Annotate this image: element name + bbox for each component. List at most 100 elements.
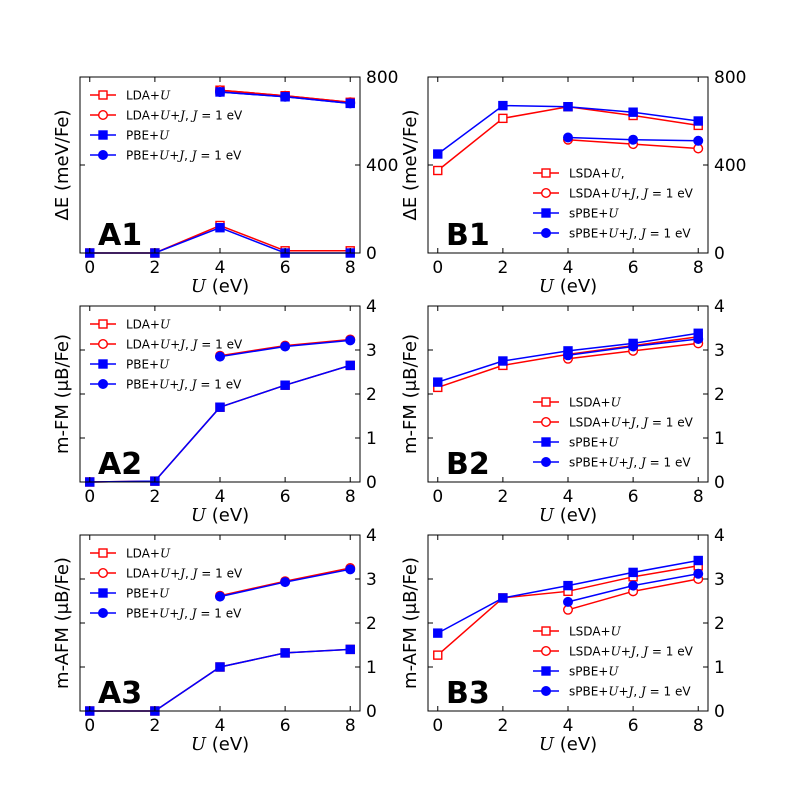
legend-label: PBE+U+J, J = 1 eV: [126, 149, 242, 163]
legend-label: PBE+U: [126, 358, 170, 372]
data-point-a2-s3-a-0: [214, 351, 225, 362]
x-tick-label: 4: [215, 258, 226, 278]
y-tick-label: 400: [366, 156, 398, 176]
y-axis-label: m-AFM (μB/Fe): [52, 557, 73, 689]
legend-item: LDA+U+J, J = 1 eV: [90, 338, 243, 352]
legend-marker: [541, 168, 551, 178]
legend-item: sPBE+U+J, J = 1 eV: [533, 227, 691, 241]
legend-label: LDA+U: [126, 89, 171, 103]
series-line-b1-2-a: [437, 104, 699, 155]
y-tick-label: 2: [366, 385, 377, 405]
legend-marker: [98, 548, 108, 558]
x-tick-label: 8: [345, 487, 356, 507]
data-point-b3-s3-a-2: [693, 568, 704, 579]
y-tick-label: 2: [714, 385, 725, 405]
legend-marker: [98, 130, 108, 140]
series-a2-3: [214, 335, 356, 362]
x-tick-label: 0: [432, 487, 443, 507]
legend: LSDA+U LSDA+U+J, J = 1 eV sPBE+U sPBE+U+J, …: [533, 396, 694, 470]
legend: LSDA+U, LSDA+U+J, J = 1 eV sPBE+U sPBE+U+J,…: [533, 167, 694, 241]
data-point-a2-s2-a-4: [345, 360, 355, 371]
y-tick-label: 4: [714, 297, 725, 317]
legend-label: LSDA+U: [569, 625, 622, 639]
legend-label: sPBE+U+J, J = 1 eV: [569, 227, 691, 241]
legend-label: LDA+U+J, J = 1 eV: [126, 109, 243, 123]
data-point-a3-s2-a-4: [345, 644, 355, 655]
legend-marker: [97, 608, 108, 619]
legend-item: LSDA+U,: [533, 167, 625, 181]
legend-marker: [541, 686, 552, 697]
x-axis-label: U (eV): [539, 276, 597, 297]
data-point-a3-s3-a-0: [214, 591, 225, 602]
y-axis-label: m-FM (μB/Fe): [52, 334, 73, 454]
legend-marker: [97, 109, 108, 120]
x-tick-label: 6: [628, 487, 639, 507]
series-b2-3: [563, 334, 704, 361]
legend-label: LDA+U+J, J = 1 eV: [126, 567, 243, 581]
x-axis-label: U (eV): [191, 276, 249, 297]
x-tick-label: 0: [84, 258, 95, 278]
y-tick-label: 0: [714, 244, 725, 264]
y-tick-label: 0: [714, 473, 725, 493]
y-tick-label: 1: [714, 429, 725, 449]
data-point-a3-s3-a-2: [345, 564, 356, 575]
data-point-b1-s0-a-0: [433, 165, 443, 176]
x-tick-label: 8: [693, 716, 704, 736]
panel-label: B3: [446, 676, 490, 711]
data-point-b1-s2-a-2: [563, 101, 573, 112]
x-tick-label: 6: [280, 487, 291, 507]
data-point-a1-s3-a-0: [214, 86, 225, 97]
data-point-a3-s3-a-1: [280, 577, 291, 588]
x-axis-label: U (eV): [191, 505, 249, 526]
x-tick-label: 6: [280, 716, 291, 736]
legend-marker: [541, 187, 552, 198]
legend-label: sPBE+U+J, J = 1 eV: [569, 685, 691, 699]
legend-label: sPBE+U: [569, 665, 619, 679]
legend-item: sPBE+U+J, J = 1 eV: [533, 456, 691, 470]
data-point-b2-s3-a-2: [693, 334, 704, 345]
legend-marker: [98, 319, 108, 329]
legend-item: PBE+U+J, J = 1 eV: [90, 149, 242, 163]
legend-label: PBE+U: [126, 129, 170, 143]
y-tick-label: 0: [366, 473, 377, 493]
legend-label: LDA+U+J, J = 1 eV: [126, 338, 243, 352]
data-point-b1-s2-a-0: [433, 149, 443, 159]
legend: LDA+U LDA+U+J, J = 1 eV PBE+U PBE+U+J, J = …: [90, 318, 243, 392]
data-point-a3-s2-a-2: [215, 662, 225, 672]
y-tick-label: 0: [366, 702, 377, 722]
data-point-a1-s2-a-2: [215, 222, 225, 233]
legend-marker: [541, 666, 551, 676]
y-tick-label: 2: [366, 614, 377, 634]
data-point-a3-s2-a-3: [280, 648, 290, 658]
legend-marker: [97, 379, 108, 390]
legend-marker: [541, 437, 551, 447]
x-tick-label: 6: [628, 258, 639, 278]
data-point-a1-s3-a-1: [280, 91, 291, 102]
legend-item: PBE+U: [90, 129, 170, 143]
legend-label: LSDA+U+J, J = 1 eV: [569, 187, 694, 201]
legend-item: LSDA+U+J, J = 1 eV: [533, 187, 694, 201]
data-point-b3-s2-a-4: [693, 555, 703, 566]
series-b3-3: [563, 568, 704, 607]
x-tick-label: 4: [563, 258, 574, 278]
x-axis-label: U (eV): [539, 734, 597, 755]
y-tick-label: 3: [366, 570, 377, 590]
legend-item: LSDA+U+J, J = 1 eV: [533, 645, 694, 659]
legend-label: LSDA+U,: [569, 167, 625, 181]
x-tick-label: 6: [280, 258, 291, 278]
legend-item: PBE+U: [90, 358, 170, 372]
data-point-b2-s2-a-0: [433, 377, 443, 387]
legend: LDA+U LDA+U+J, J = 1 eV PBE+U PBE+U+J, J = …: [90, 547, 243, 621]
y-tick-label: 0: [714, 702, 725, 722]
data-point-a1-s3-a-2: [345, 98, 356, 109]
legend-marker: [541, 646, 552, 657]
series-a1-3: [214, 86, 356, 109]
data-point-b1-s0-a-1: [498, 113, 508, 124]
x-tick-label: 8: [345, 716, 356, 736]
